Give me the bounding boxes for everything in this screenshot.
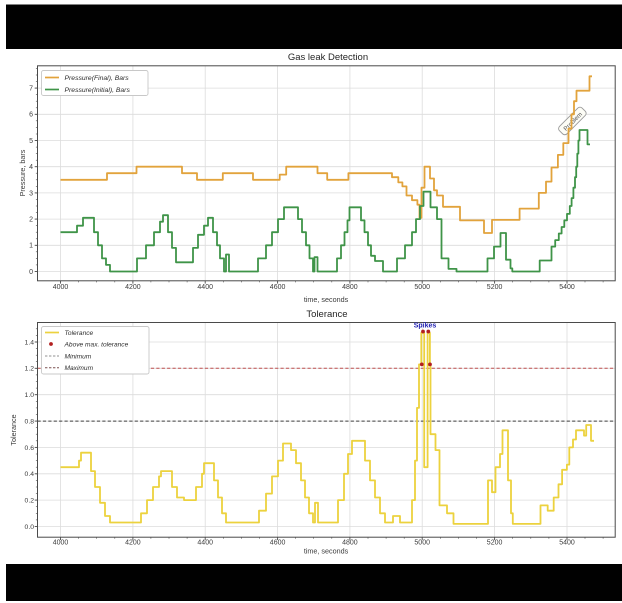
svg-text:1: 1 — [29, 243, 33, 250]
svg-text:3: 3 — [29, 190, 33, 197]
svg-text:time, seconds: time, seconds — [304, 547, 349, 556]
svg-text:Minimum: Minimum — [65, 353, 92, 360]
svg-text:5200: 5200 — [487, 284, 503, 291]
svg-text:1.0: 1.0 — [25, 392, 35, 399]
svg-text:5400: 5400 — [559, 540, 575, 547]
svg-text:1.2: 1.2 — [25, 366, 35, 373]
svg-text:4: 4 — [29, 164, 33, 171]
svg-text:4200: 4200 — [125, 540, 141, 547]
svg-text:5400: 5400 — [559, 284, 575, 291]
svg-text:4000: 4000 — [53, 284, 69, 291]
svg-text:Maximum: Maximum — [65, 365, 94, 372]
svg-text:Tolerance: Tolerance — [306, 309, 347, 320]
svg-text:2: 2 — [29, 217, 33, 224]
svg-text:Pressure, bars: Pressure, bars — [18, 149, 27, 196]
svg-text:6: 6 — [29, 112, 33, 119]
svg-text:Tolerance: Tolerance — [65, 330, 94, 337]
svg-text:Above max. tolerance: Above max. tolerance — [64, 342, 129, 349]
svg-text:Spikes: Spikes — [414, 323, 437, 330]
svg-text:4800: 4800 — [342, 284, 358, 291]
svg-text:5: 5 — [29, 138, 33, 145]
svg-text:4600: 4600 — [270, 540, 286, 547]
svg-text:0.4: 0.4 — [25, 471, 35, 478]
svg-text:Gas leak Detection: Gas leak Detection — [288, 52, 368, 63]
svg-text:5000: 5000 — [414, 284, 430, 291]
svg-text:4400: 4400 — [197, 284, 213, 291]
svg-text:0.6: 0.6 — [25, 445, 35, 452]
svg-text:Pressure(Final), Bars: Pressure(Final), Bars — [65, 75, 130, 82]
svg-text:5200: 5200 — [487, 540, 503, 547]
svg-text:0.8: 0.8 — [25, 419, 35, 426]
svg-text:1.4: 1.4 — [25, 339, 35, 346]
svg-text:4200: 4200 — [125, 284, 141, 291]
svg-text:5000: 5000 — [414, 540, 430, 547]
svg-text:0.2: 0.2 — [25, 498, 35, 505]
svg-text:Pressure(Initial), Bars: Pressure(Initial), Bars — [65, 87, 131, 94]
svg-text:4400: 4400 — [197, 540, 213, 547]
svg-text:0: 0 — [29, 269, 33, 276]
svg-text:0.0: 0.0 — [25, 524, 35, 531]
svg-text:Tolerance: Tolerance — [9, 414, 18, 445]
svg-text:7: 7 — [29, 86, 33, 93]
svg-text:4000: 4000 — [53, 540, 69, 547]
svg-text:4600: 4600 — [270, 284, 286, 291]
svg-text:time, seconds: time, seconds — [304, 295, 349, 304]
svg-text:4800: 4800 — [342, 540, 358, 547]
